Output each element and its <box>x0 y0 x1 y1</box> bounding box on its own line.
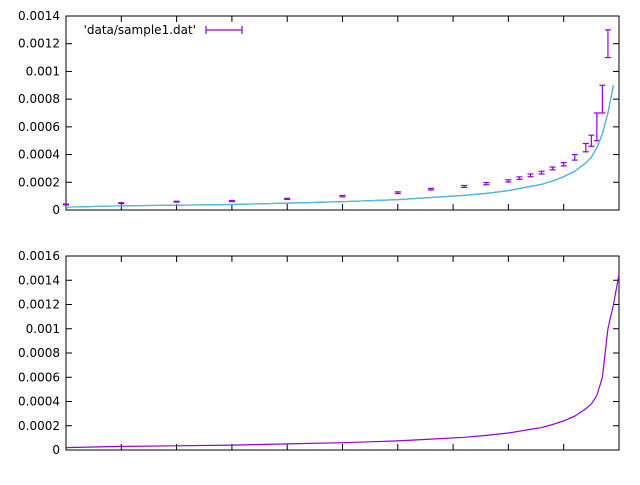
y-tick-label: 0.0012 <box>18 298 60 312</box>
y-tick-label: 0.0002 <box>18 175 60 189</box>
y-tick-label: 0.0004 <box>18 395 60 409</box>
y-tick-label: 0 <box>52 443 60 457</box>
y-tick-label: 0.0012 <box>18 37 60 51</box>
y-tick-label: 0.0002 <box>18 419 60 433</box>
y-tick-label: 0.0006 <box>18 120 60 134</box>
plot-frame <box>65 15 620 211</box>
y-tick-label: 0.0014 <box>18 273 60 287</box>
y-tick-label: 0.0016 <box>18 249 60 263</box>
series-line <box>65 274 620 449</box>
y-tick-label: 0.0008 <box>18 346 60 360</box>
y-tick-label: 0.001 <box>26 322 60 336</box>
y-tick-label: 0.0006 <box>18 370 60 384</box>
y-tick-label: 0.0008 <box>18 92 60 106</box>
y-tick-label: 0.001 <box>26 64 60 78</box>
bottom-panel: 0 0.0002 0.0004 0.0006 0.0008 0.001 0.0012 0.00… <box>18 249 620 457</box>
legend-label: 'data/sample1.dat' <box>84 23 196 37</box>
y-tick-label: 0.0014 <box>18 9 60 23</box>
series-line <box>65 85 615 208</box>
y-tick-label: 0.0004 <box>18 148 60 162</box>
series-line <box>65 85 615 208</box>
plot-frame <box>65 255 620 451</box>
top-panel: 0 0.0002 0.0004 0.0006 0.0008 0.001 0.0012 0.00… <box>18 9 620 217</box>
y-tick-label: 0 <box>52 203 60 217</box>
